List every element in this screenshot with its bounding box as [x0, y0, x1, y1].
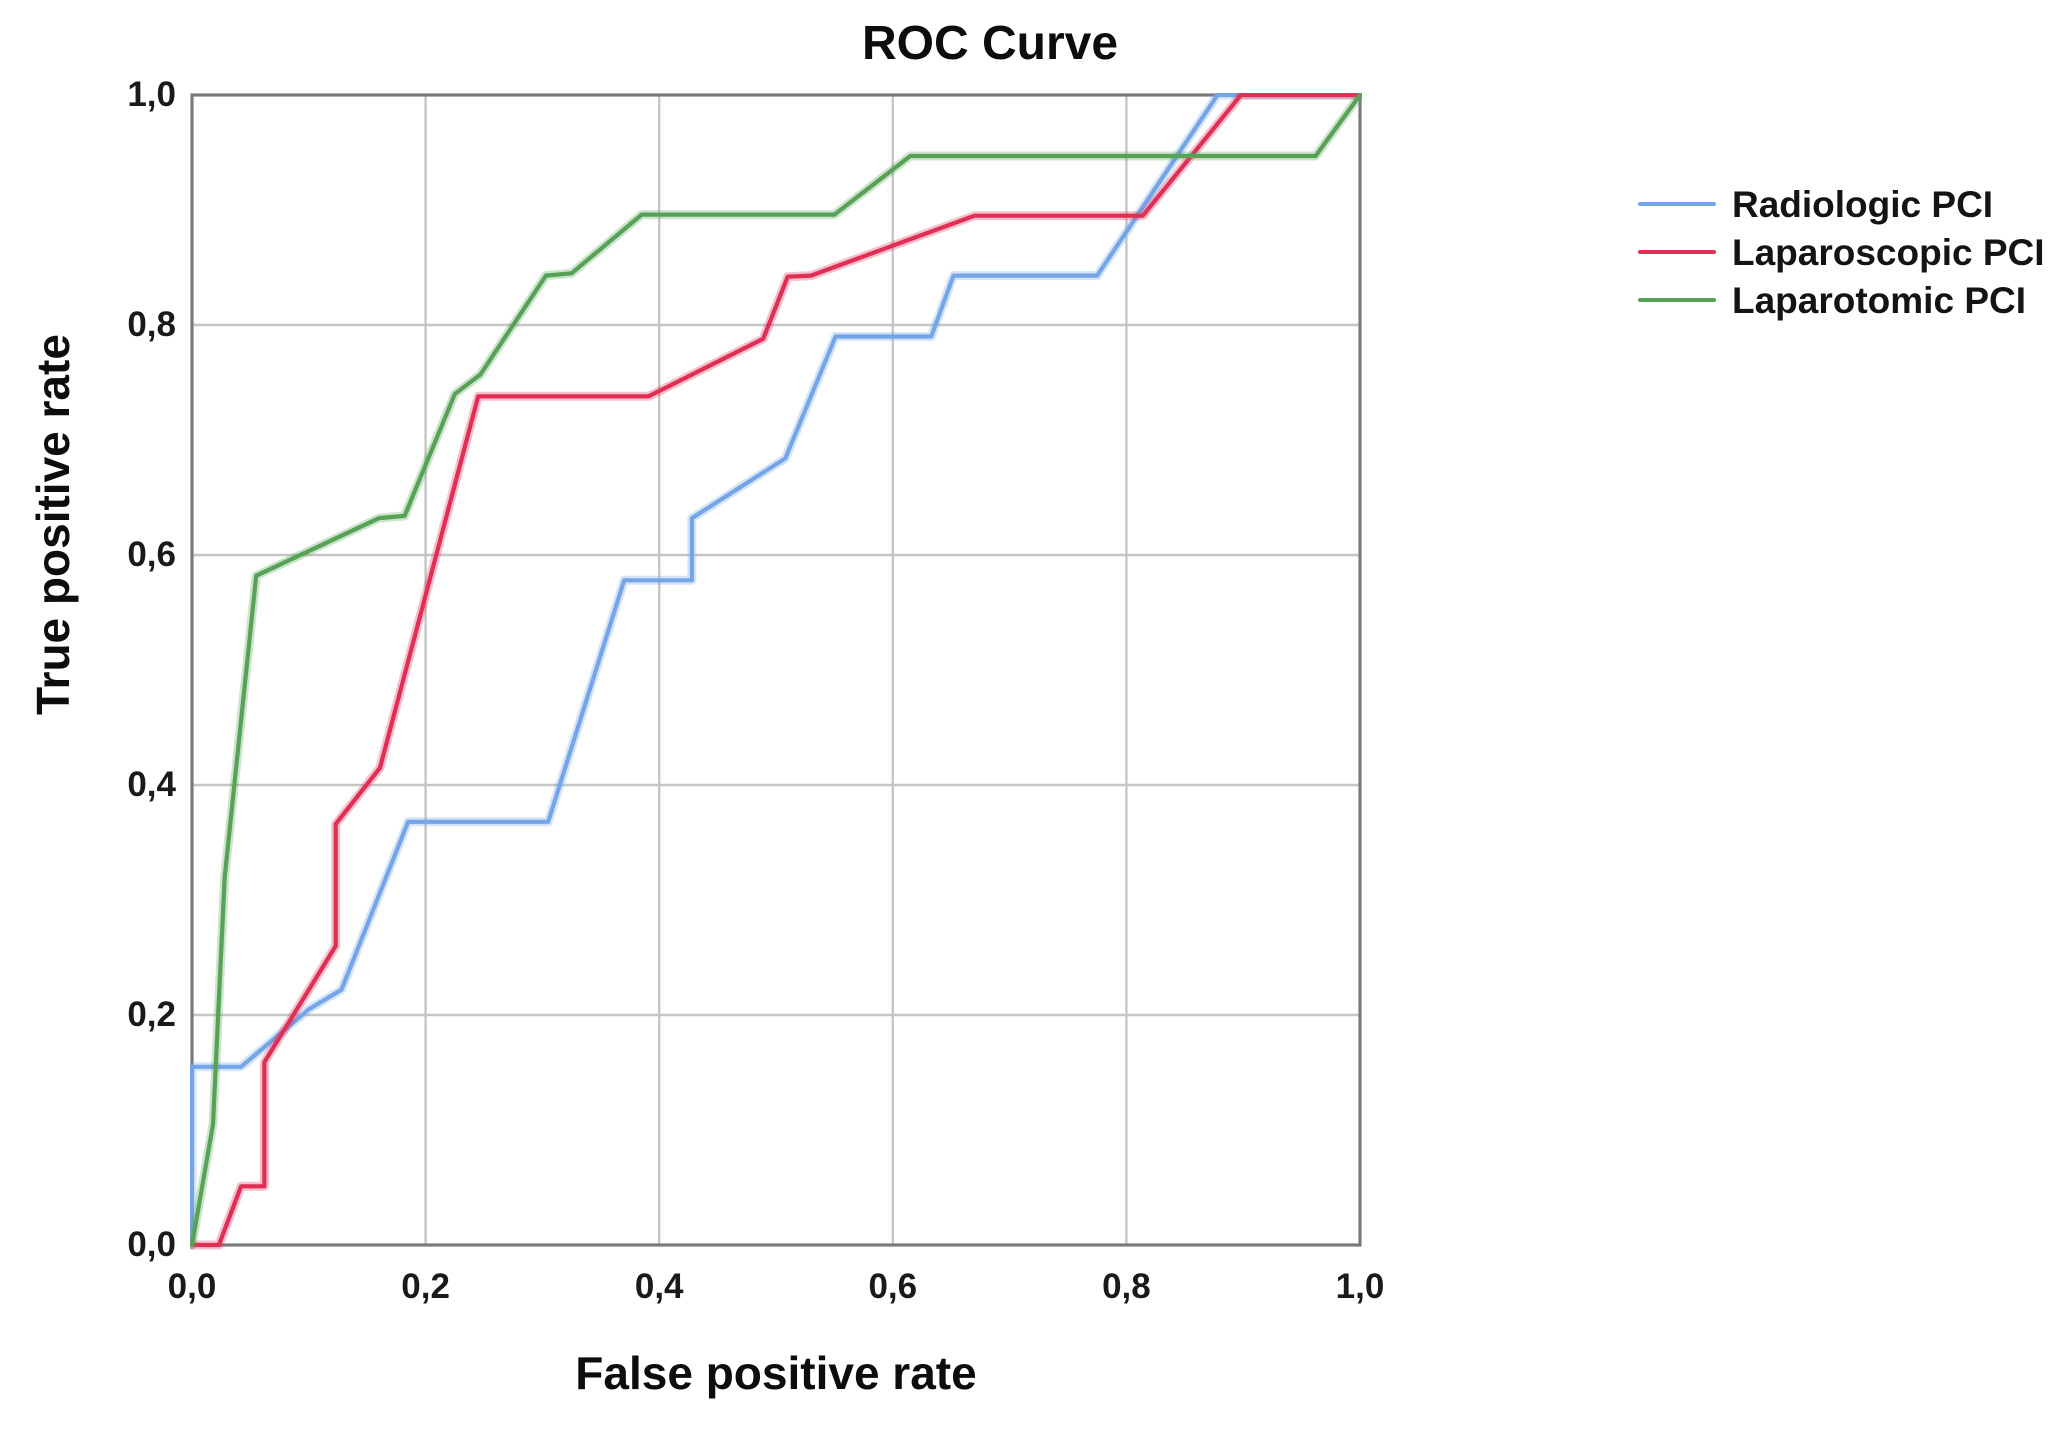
legend: Radiologic PCI Laparoscopic PCI Laparotomi…	[1638, 180, 2045, 324]
x-tick-label: 0,4	[634, 1267, 684, 1306]
y-tick-label: 0,4	[127, 765, 176, 804]
plot-area	[190, 93, 1362, 1250]
x-tick-label: 0,8	[1102, 1267, 1151, 1306]
legend-line-swatch	[1638, 250, 1716, 254]
roc-curve-0	[190, 93, 1362, 1248]
y-axis-title: True positive rate	[27, 334, 79, 715]
roc-curve-halo-0	[190, 93, 1362, 1250]
legend-label: Radiologic PCI	[1732, 183, 1994, 225]
chart-title: ROC Curve	[861, 17, 1119, 70]
legend-label: Laparotomic PCI	[1732, 279, 2026, 321]
roc-curve-1	[190, 93, 1362, 1248]
legend-line-swatch	[1638, 298, 1716, 302]
x-tick-label: 1,0	[1335, 1267, 1385, 1306]
x-axis-title: False positive rate	[575, 1347, 977, 1399]
y-tick-label: 0,2	[127, 995, 176, 1034]
x-tick-label: 0,6	[868, 1267, 918, 1306]
plot-frame	[190, 93, 1362, 1247]
y-tick-label: 0,0	[127, 1225, 176, 1264]
roc-curve-halo-1	[190, 93, 1362, 1250]
legend-item: Laparoscopic PCI	[1638, 228, 2045, 276]
legend-label: Laparoscopic PCI	[1732, 231, 2045, 273]
y-tick-label: 0,6	[127, 535, 176, 574]
legend-item: Radiologic PCI	[1638, 180, 2045, 228]
legend-line-swatch	[1638, 202, 1716, 206]
y-tick-label: 1,0	[127, 75, 176, 114]
legend-item: Laparotomic PCI	[1638, 276, 2045, 324]
y-tick-label: 0,8	[127, 305, 176, 344]
roc-curve-2	[190, 93, 1362, 1248]
x-tick-label: 0,2	[401, 1267, 450, 1306]
x-tick-label: 0,0	[167, 1267, 217, 1306]
roc-curve-halo-2	[190, 93, 1362, 1250]
